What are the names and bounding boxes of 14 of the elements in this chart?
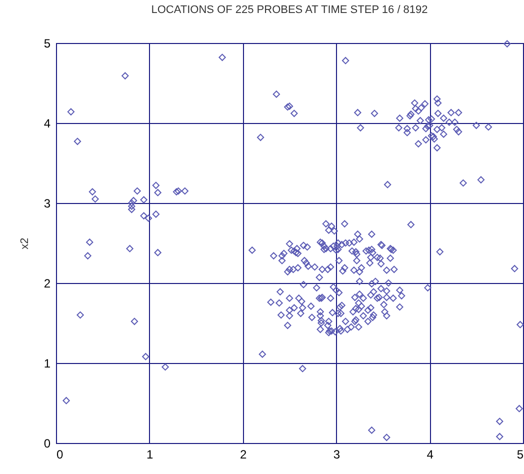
y-tick-label: 3: [44, 196, 51, 210]
y-tick-label: 0: [44, 436, 51, 450]
x-tick-label: 0: [56, 448, 64, 462]
y-tick-label: 1: [44, 356, 51, 370]
chart-title: LOCATIONS OF 225 PROBES AT TIME STEP 16 / 8192: [151, 4, 428, 16]
x-tick-label: 5: [516, 448, 524, 462]
x-tick-label: 3: [333, 448, 340, 462]
x-tick-label: 4: [426, 448, 434, 462]
y-tick-label: 2: [44, 276, 51, 290]
y-axis-title: x2: [18, 238, 31, 250]
x-tick-label: 2: [240, 448, 247, 462]
y-tick-label: 5: [44, 36, 51, 50]
y-tick-label: 4: [44, 116, 51, 130]
x-tick-label: 1: [146, 448, 154, 462]
